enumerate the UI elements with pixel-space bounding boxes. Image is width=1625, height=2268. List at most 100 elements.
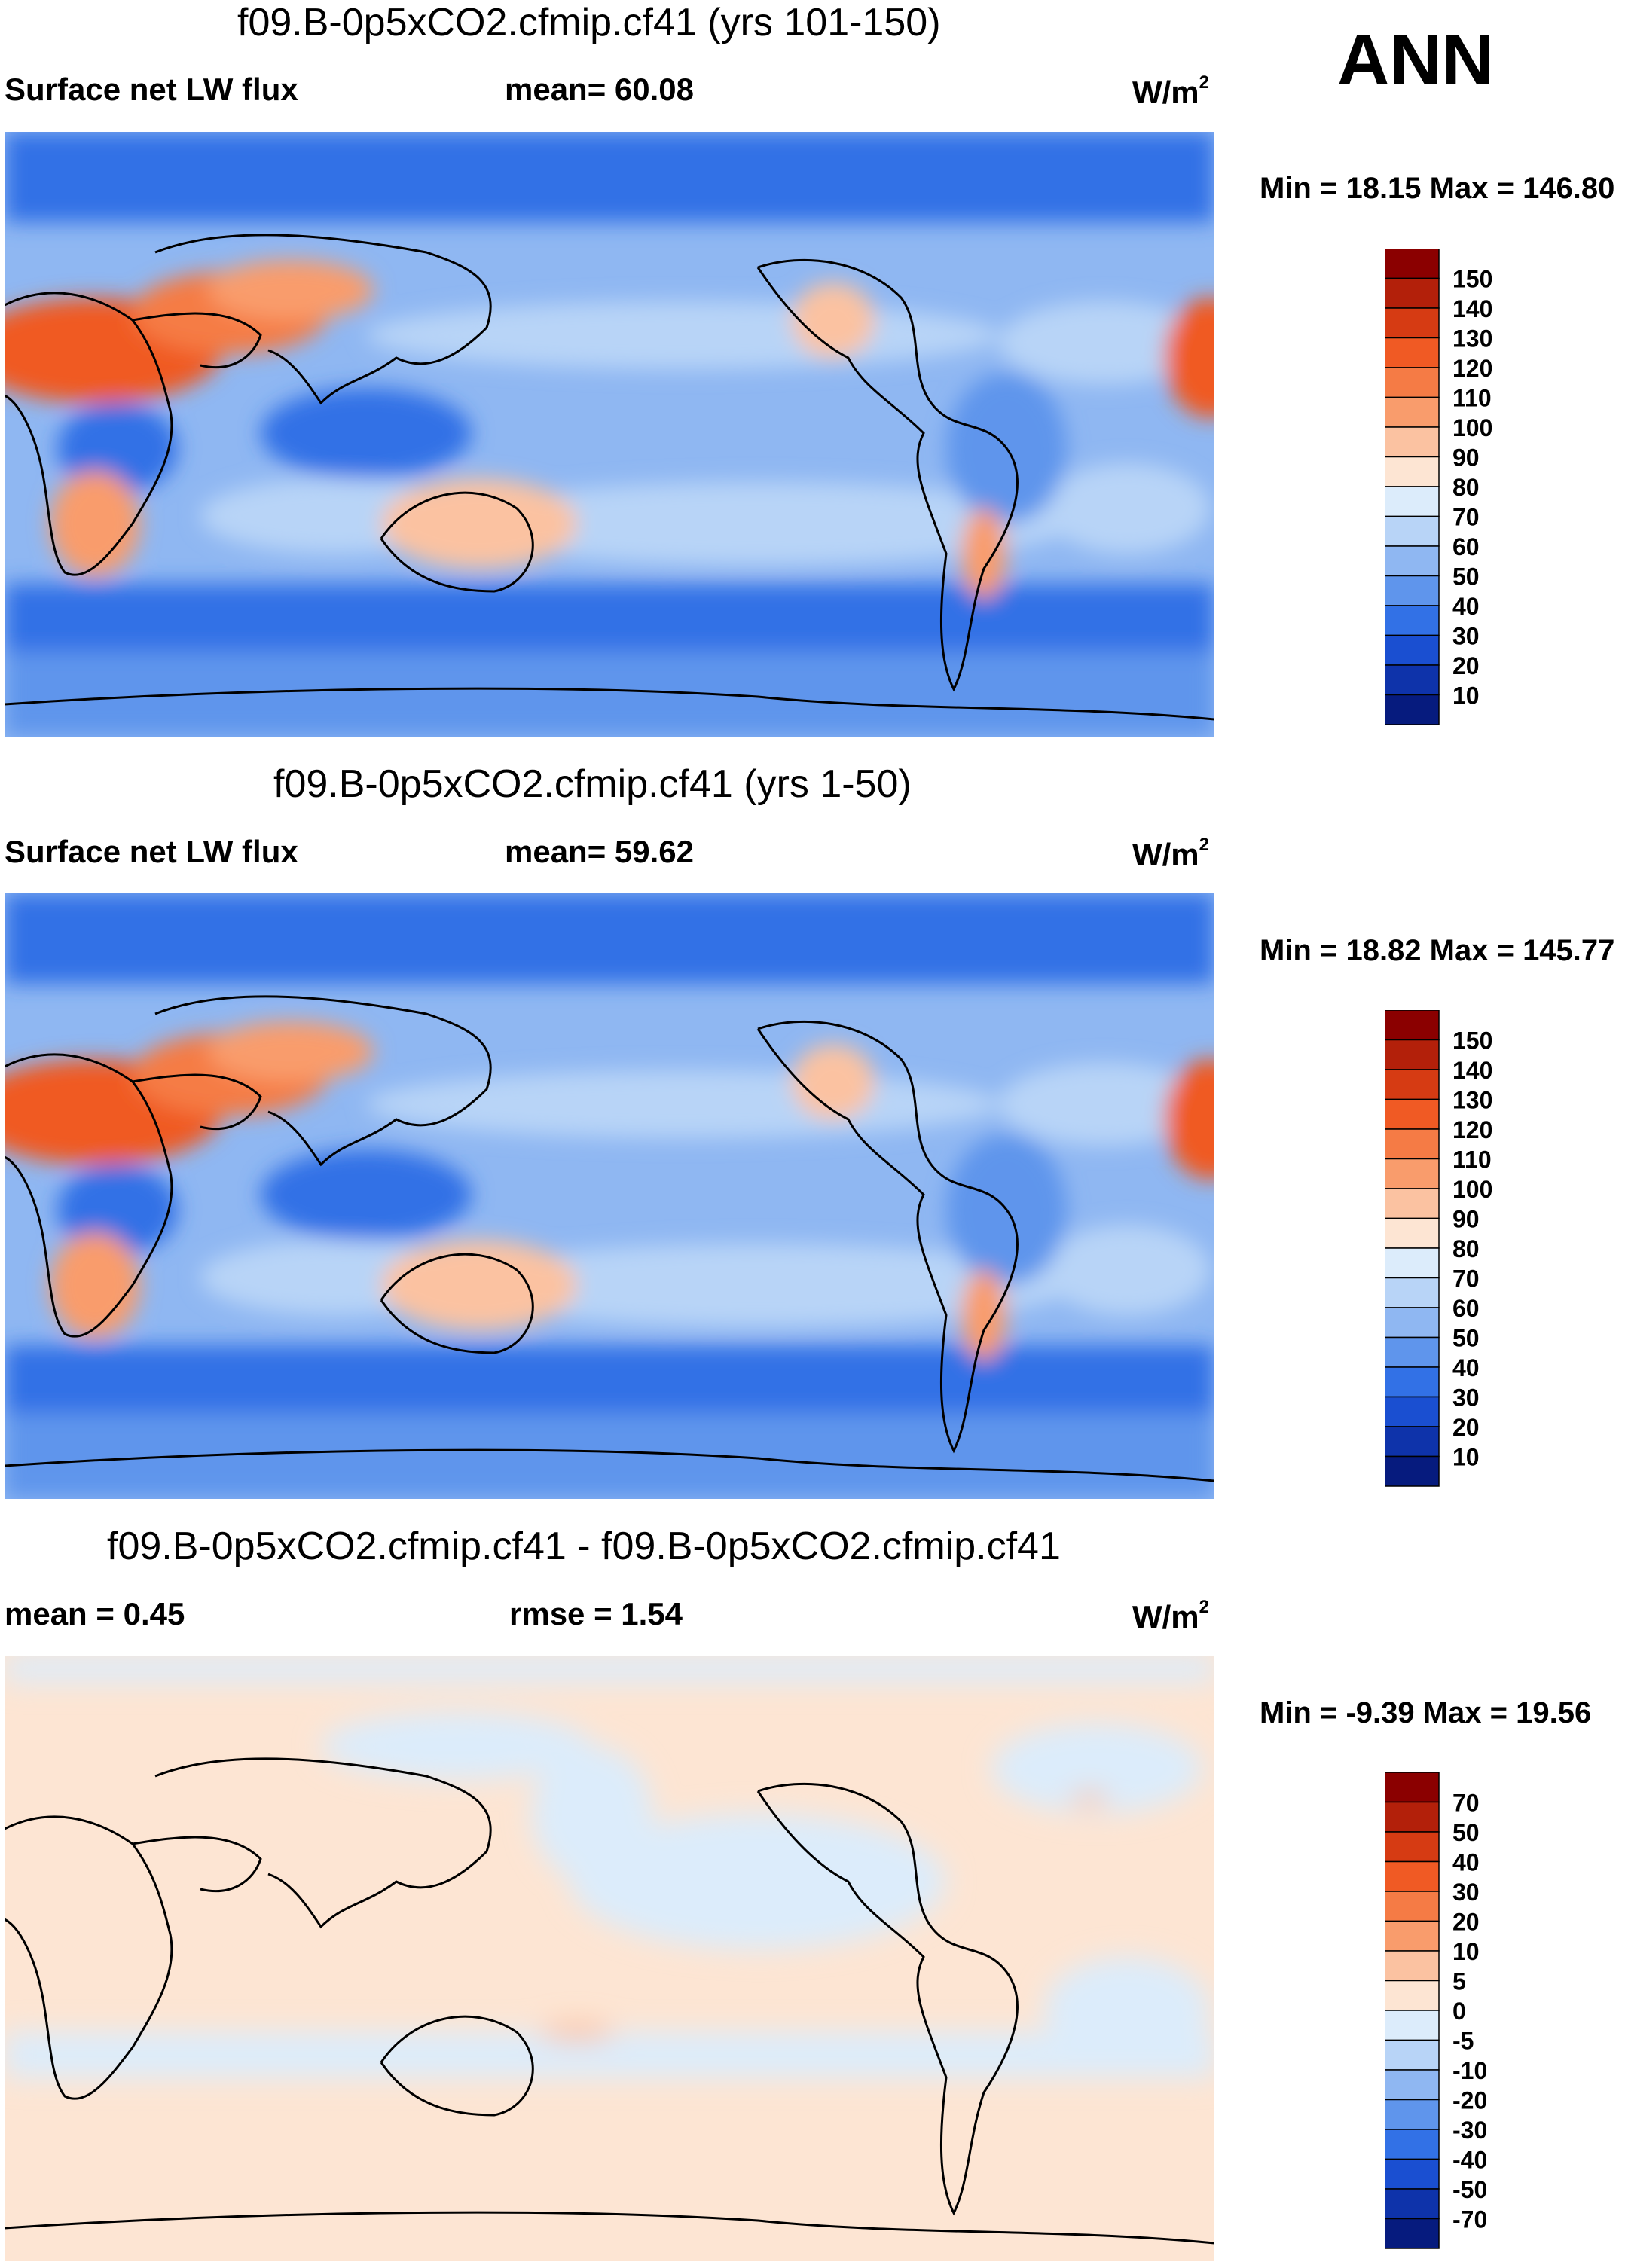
- south-atlantic-subtropics: [1044, 463, 1210, 554]
- panel-3-colorbar-tick-label: -5: [1452, 2028, 1474, 2055]
- panel-1-colorbar-swatch: [1384, 277, 1440, 309]
- south-atlantic-subtropics: [1044, 1225, 1210, 1315]
- panel-1-title: f09.B-0p5xCO2.cfmip.cf41 (yrs 101-150): [237, 1, 941, 44]
- panel-2-colorbar-swatch: [1384, 1039, 1440, 1070]
- panel-2-colorbar-swatch: [1384, 1069, 1440, 1100]
- panel-1-colorbar-swatch: [1384, 575, 1440, 606]
- panel-1-colorbar-tick-label: 50: [1452, 563, 1480, 591]
- panel-1-colorbar-swatch: [1384, 426, 1440, 458]
- tibet-gobi: [208, 260, 374, 320]
- panel-3-colorbar-swatch: [1384, 2129, 1440, 2160]
- panel-1-colorbar-tick-label: 150: [1452, 266, 1492, 293]
- panel-3-colorbar-tick-label: 5: [1452, 1968, 1466, 1995]
- panel-1-colorbar-tick-label: 130: [1452, 325, 1492, 353]
- season-label: ANN: [1337, 20, 1494, 100]
- panel-2-colorbar-tick-label: 100: [1452, 1176, 1492, 1203]
- maritime-continent: [261, 1149, 472, 1240]
- panel-1-minmax: Min = 18.15 Max = 146.80: [1260, 172, 1615, 205]
- panel-2-colorbar-tick-label: 30: [1452, 1384, 1480, 1412]
- panel-2-colorbar-swatch: [1384, 1247, 1440, 1279]
- maritime-continent: [261, 388, 472, 478]
- coastlines: [5, 234, 1214, 721]
- panel-2-colorbar-tick-label: 150: [1452, 1027, 1492, 1055]
- north-pacific-subtropics: [366, 301, 999, 369]
- panel-3-colorbar-tick-label: -10: [1452, 2057, 1487, 2084]
- west-africa-edge: [1165, 1059, 1214, 1180]
- panel-2-mean-label: mean= 59.62: [505, 834, 695, 869]
- panel-1-colorbar-tick-label: 100: [1452, 414, 1492, 441]
- southern-ocean-band: [5, 1345, 1214, 1413]
- panel-1-colorbar: 150 140 130 120 110 100 90 80 70 60 50 40 30 20 10: [1384, 248, 1550, 734]
- panel-1-colorbar-swatch: [1384, 486, 1440, 517]
- panel-2-colorbar-swatch: [1384, 1188, 1440, 1219]
- panel-1-colorbar-tick-label: 80: [1452, 474, 1480, 501]
- panel-2-colorbar-tick-label: 70: [1452, 1265, 1480, 1293]
- panel-1-colorbar-swatch: [1384, 337, 1440, 368]
- panel-3-colorbar-swatch: [1384, 1950, 1440, 1982]
- andes-desert: [961, 1270, 1006, 1360]
- panel-3-colorbar-swatch: [1384, 1772, 1440, 1803]
- panel-2-map-svg: [5, 893, 1214, 1499]
- panel-3-mean-label: mean = 0.45: [5, 1596, 185, 1632]
- neg-atlantic: [991, 1723, 1202, 1814]
- neg-siberia: [321, 1712, 592, 1780]
- panel-2-minmax: Min = 18.82 Max = 145.77: [1260, 934, 1615, 967]
- panel-3-colorbar-swatch: [1384, 1980, 1440, 2011]
- panel-2-colorbar-swatch: [1384, 1455, 1440, 1487]
- panel-1-colorbar-swatch: [1384, 664, 1440, 696]
- panel-1-colorbar-swatch: [1384, 694, 1440, 725]
- panel-1-colorbar-tick-label: 110: [1452, 385, 1492, 412]
- neg-pacific: [570, 1814, 946, 1949]
- panel-1-colorbar-swatch: [1384, 456, 1440, 487]
- panel-3-colorbar-tick-label: 70: [1452, 1790, 1480, 1817]
- panel-3-colorbar-swatch: [1384, 1801, 1440, 1833]
- neg-west-pacific: [532, 1746, 652, 1882]
- panel-2-colorbar-swatch: [1384, 1336, 1440, 1368]
- panel-3-colorbar-tick-label: -40: [1452, 2147, 1487, 2174]
- panel-1-colorbar-tick-label: 60: [1452, 533, 1480, 560]
- panel-2-colorbar-tick-label: 80: [1452, 1235, 1480, 1262]
- panel-2-colorbar-tick-label: 10: [1452, 1444, 1480, 1471]
- panel-2-colorbar-swatch: [1384, 1098, 1440, 1130]
- panel-2-colorbar-swatch: [1384, 1128, 1440, 1160]
- panel-3-colorbar-swatch: [1384, 1920, 1440, 1952]
- panel-1-colorbar-tick-label: 40: [1452, 593, 1480, 620]
- panel-1-mean-label: mean= 60.08: [505, 72, 695, 107]
- panel-3-colorbar-swatch: [1384, 2039, 1440, 2071]
- coastlines: [5, 1757, 1214, 2245]
- panel-3-minmax: Min = -9.39 Max = 19.56: [1260, 1696, 1592, 1729]
- coastlines: [5, 995, 1214, 1482]
- australia: [381, 1240, 577, 1330]
- panel-1-colorbar-tick-label: 70: [1452, 504, 1480, 531]
- panel-2-colorbar-swatch: [1384, 1426, 1440, 1458]
- central-africa: [57, 1165, 178, 1255]
- arctic-band: [5, 893, 1214, 984]
- panel-2-title: f09.B-0p5xCO2.cfmip.cf41 (yrs 1-50): [273, 762, 912, 806]
- north-pacific-subtropics: [366, 1070, 999, 1138]
- panel-1-map-svg: [5, 132, 1214, 737]
- panel-3-colorbar-swatch: [1384, 1860, 1440, 1892]
- australia: [381, 478, 577, 569]
- panel-3-colorbar-tick-label: -50: [1452, 2176, 1487, 2203]
- southern-africa: [50, 1232, 140, 1338]
- pos-patch-atlantic: [1071, 1791, 1108, 1806]
- panel-2-units: W/m2: [1132, 835, 1210, 872]
- panel-1-units: W/m2: [1132, 72, 1210, 110]
- central-africa: [57, 403, 178, 493]
- north-atlantic-subtropics: [999, 301, 1210, 384]
- panel-1-colorbar-tick-label: 20: [1452, 652, 1480, 679]
- panel-3-colorbar-swatch: [1384, 2158, 1440, 2190]
- panel-3-colorbar-swatch: [1384, 2069, 1440, 2101]
- panel-2-colorbar-tick-label: 50: [1452, 1325, 1480, 1352]
- panel-2-colorbar-tick-label: 90: [1452, 1206, 1480, 1233]
- panel-3-colorbar-tick-label: 20: [1452, 1909, 1480, 1936]
- panel-1-colorbar-tick-label: 120: [1452, 355, 1492, 382]
- panel-2-colorbar-swatch: [1384, 1366, 1440, 1398]
- panel-1-colorbar-swatch: [1384, 634, 1440, 666]
- panel-3-colorbar-swatch: [1384, 2218, 1440, 2249]
- southern-ocean-band: [5, 584, 1214, 652]
- panel-3-colorbar-tick-label: 40: [1452, 1849, 1480, 1876]
- southern-africa: [50, 471, 140, 576]
